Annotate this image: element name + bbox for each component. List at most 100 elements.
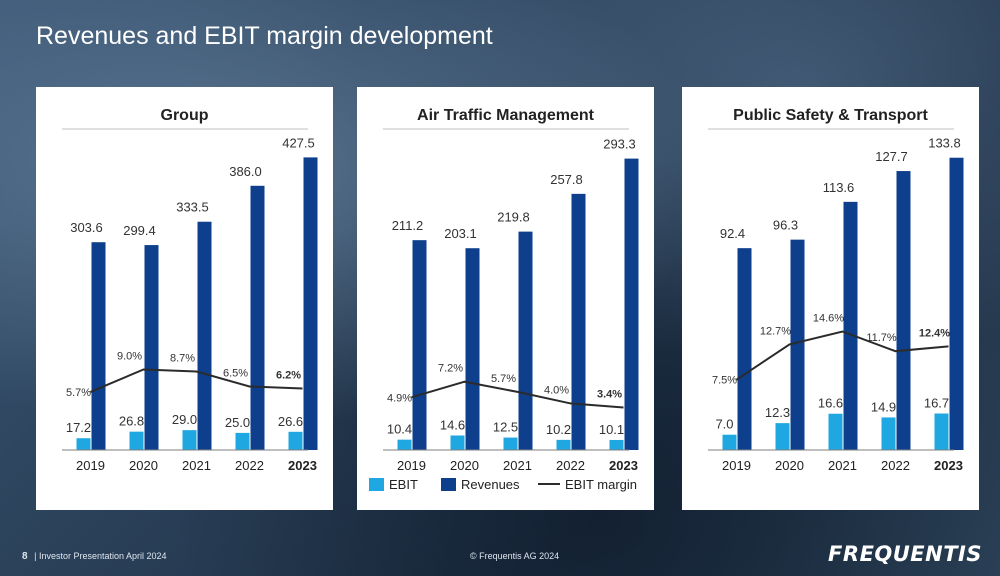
ebit-margin-line <box>90 368 303 393</box>
revenue-bar <box>571 193 586 450</box>
revenue-label: 299.4 <box>123 223 156 238</box>
revenue-bar <box>737 248 752 450</box>
revenue-label: 92.4 <box>720 226 745 241</box>
ebit-label: 29.0 <box>172 412 197 427</box>
chart-panel-public-safety-transport: Public Safety & Transport 7.0 92.4 2019 12.3… <box>682 87 979 510</box>
revenue-label: 127.7 <box>875 149 908 164</box>
ebit-bar <box>934 413 949 450</box>
ebit-label: 10.2 <box>546 422 571 437</box>
ebit-label: 7.0 <box>715 417 733 432</box>
revenue-bar <box>412 240 427 450</box>
chart-public-safety-transport: Public Safety & Transport 7.0 92.4 2019 12.3… <box>708 107 964 473</box>
ebit-bar <box>722 434 737 450</box>
chart-panel-group: Group 17.2 303.6 2019 26.8 299.4 2020 29.0 333.5… <box>36 87 333 510</box>
ebit-bar <box>76 438 91 450</box>
ebit-margin-label: 8.7% <box>170 353 195 365</box>
footer: 8 | Investor Presentation April 2024 <box>22 551 167 562</box>
ebit-bar <box>182 430 197 450</box>
ebit-margin-label: 14.6% <box>813 313 844 325</box>
x-tick-label: 2020 <box>775 458 804 473</box>
ebit-margin-label: 5.7% <box>66 387 91 399</box>
chart-title: Air Traffic Management <box>417 107 595 124</box>
revenue-bar <box>303 157 318 450</box>
x-tick-label: 2020 <box>129 458 158 473</box>
x-tick-label: 2021 <box>503 458 532 473</box>
ebit-margin-label: 5.7% <box>491 373 516 385</box>
ebit-label: 10.4 <box>387 422 412 437</box>
revenue-bar <box>896 171 911 450</box>
ebit-margin-label: 9.0% <box>117 351 142 363</box>
ebit-margin-label: 12.7% <box>760 325 791 337</box>
ebit-bar <box>775 423 790 450</box>
chart-group: Group 17.2 303.6 2019 26.8 299.4 2020 29.0 333.5… <box>62 107 318 473</box>
revenue-label: 427.5 <box>282 135 315 150</box>
revenue-label: 293.3 <box>603 137 636 152</box>
ebit-margin-label: 6.5% <box>223 367 248 379</box>
ebit-margin-label: 7.2% <box>438 363 463 375</box>
revenue-bar <box>790 239 805 450</box>
revenue-bar <box>250 185 265 450</box>
ebit-margin-line <box>411 380 624 409</box>
ebit-margin-label: 7.5% <box>712 375 737 387</box>
legend-revenues-label: Revenues <box>461 477 520 492</box>
ebit-bar <box>503 437 518 450</box>
legend-ebit-label: EBIT <box>389 477 418 492</box>
page-number: 8 <box>22 551 28 562</box>
revenue-bar <box>843 201 858 450</box>
ebit-label: 26.8 <box>119 414 144 429</box>
ebit-bar <box>129 431 144 450</box>
revenue-label: 203.1 <box>444 226 477 241</box>
ebit-bar <box>609 439 624 450</box>
x-tick-label: 2021 <box>182 458 211 473</box>
ebit-label: 17.2 <box>66 420 91 435</box>
revenue-label: 219.8 <box>497 210 530 225</box>
ebit-label: 14.9 <box>871 399 896 414</box>
ebit-label: 25.0 <box>225 415 250 430</box>
ebit-label: 16.6 <box>818 396 843 411</box>
chart-air-traffic-management: Air Traffic Management 10.4 211.2 2019 14.6 2… <box>369 107 639 492</box>
revenue-label: 303.6 <box>70 220 103 235</box>
chart-title: Group <box>161 107 209 124</box>
x-tick-label: 2023 <box>609 458 638 473</box>
x-tick-label: 2019 <box>722 458 751 473</box>
revenue-label: 113.6 <box>823 180 855 195</box>
ebit-bar <box>828 413 843 450</box>
revenue-bar <box>624 158 639 450</box>
ebit-margin-label: 11.7% <box>866 332 897 344</box>
chart-title: Public Safety & Transport <box>733 107 928 124</box>
ebit-margin-label: 6.2% <box>276 370 301 382</box>
x-tick-label: 2021 <box>828 458 857 473</box>
ebit-margin-label: 4.9% <box>387 392 412 404</box>
page-title: Revenues and EBIT margin development <box>36 22 493 50</box>
x-tick-label: 2020 <box>450 458 479 473</box>
legend-revenues-swatch <box>441 478 456 491</box>
ebit-bar <box>556 439 571 450</box>
x-tick-label: 2023 <box>288 458 317 473</box>
revenue-label: 333.5 <box>176 200 209 215</box>
x-tick-label: 2022 <box>881 458 910 473</box>
revenue-bar <box>949 157 964 450</box>
ebit-label: 12.5 <box>493 420 518 435</box>
copyright: © Frequentis AG 2024 <box>470 551 560 561</box>
ebit-bar <box>397 439 412 450</box>
ebit-bar <box>450 435 465 450</box>
revenue-label: 386.0 <box>229 164 262 179</box>
ebit-label: 14.6 <box>440 417 465 432</box>
revenue-label: 211.2 <box>392 218 424 233</box>
ebit-label: 26.6 <box>278 414 303 429</box>
revenue-label: 96.3 <box>773 218 798 233</box>
revenue-bar <box>91 242 106 450</box>
x-tick-label: 2022 <box>235 458 264 473</box>
ebit-label: 10.1 <box>599 422 624 437</box>
ebit-margin-label: 3.4% <box>597 389 622 401</box>
ebit-label: 16.7 <box>924 396 949 411</box>
ebit-bar <box>881 417 896 450</box>
chart-panel-air-traffic-management: Air Traffic Management 10.4 211.2 2019 14.6 2… <box>357 87 654 510</box>
frequentis-logo: FREQUENTIS <box>828 542 982 566</box>
ebit-margin-line <box>735 330 949 381</box>
footer-text: Investor Presentation April 2024 <box>38 551 167 561</box>
revenue-label: 257.8 <box>550 172 583 187</box>
revenue-label: 133.8 <box>928 136 961 151</box>
ebit-margin-label: 4.0% <box>544 384 569 396</box>
ebit-bar <box>288 431 303 450</box>
